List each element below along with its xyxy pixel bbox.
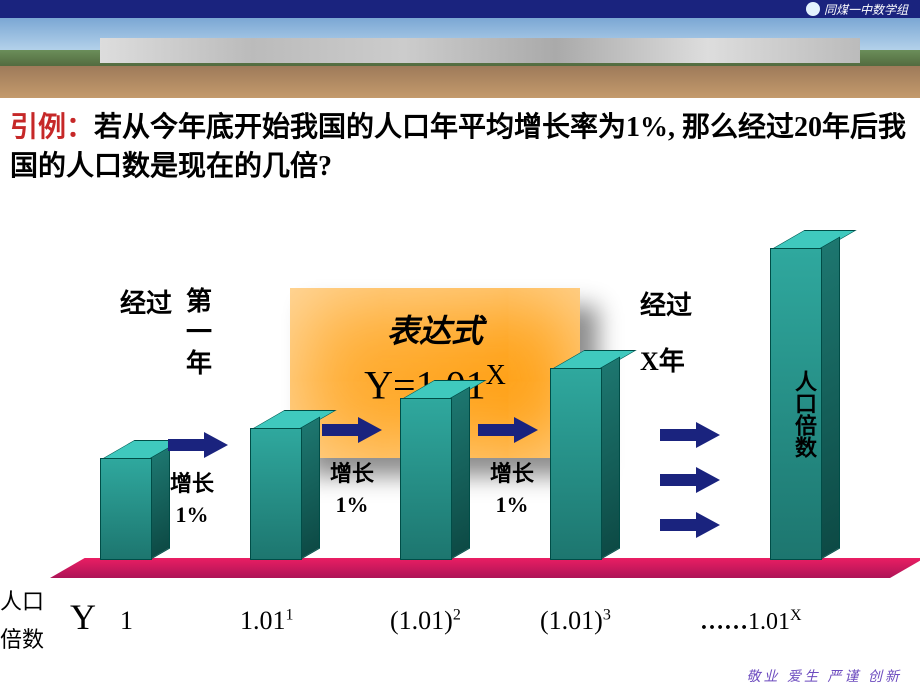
label-year1: 第一年 [185, 286, 213, 380]
formula-title: 表达式 [290, 306, 580, 352]
header-photo [0, 18, 920, 98]
arrow-3 [478, 417, 538, 443]
slide-content: 引例：若从今年底开始我国的人口年平均增长率为1%, 那么经过20年后我国的人口数… [0, 98, 920, 668]
question-lead: 引例： [10, 112, 94, 143]
bar-chart: 经过 第一年 表达式 Y=1.01X 经过 X年 [0, 178, 920, 658]
axis-big-y: Y [70, 596, 96, 638]
top-bar: 同煤一中数学组 [0, 0, 920, 18]
xtick-2: 1.011 [240, 606, 294, 636]
axis-y-label-2: 倍数 [0, 622, 44, 654]
grow-3: 增长1% [490, 461, 534, 518]
label-x-year: X年 [640, 346, 685, 377]
xtick-5: ……1.01X [700, 607, 802, 636]
arrow-group-3 [660, 512, 720, 538]
xtick-3: (1.01)2 [390, 606, 461, 636]
grow-2: 增长1% [330, 461, 374, 518]
label-jingguo-x: 经过 [640, 290, 692, 321]
xtick-4: (1.01)3 [540, 606, 611, 636]
arrow-1 [168, 432, 228, 458]
arrow-group-2 [660, 467, 720, 493]
org-logo-icon [806, 2, 820, 16]
bar-x-label: 人口倍数 [788, 370, 820, 458]
axis-y-label-1: 人口 [0, 584, 44, 616]
arrow-group-1 [660, 422, 720, 448]
xtick-1: 1 [120, 606, 133, 636]
org-text: 同煤一中数学组 [824, 3, 908, 17]
label-jingguo: 经过 [120, 288, 172, 319]
question-body: 若从今年底开始我国的人口年平均增长率为1%, 那么经过20年后我国的人口数是现在… [10, 112, 906, 182]
question-text: 引例：若从今年底开始我国的人口年平均增长率为1%, 那么经过20年后我国的人口数… [10, 108, 910, 186]
org-label: 同煤一中数学组 [806, 1, 908, 18]
footer-motto: 敬业 爱生 严谨 创新 [747, 666, 903, 686]
arrow-2 [322, 417, 382, 443]
grow-1: 增长1% [170, 471, 214, 528]
chart-base [50, 558, 920, 578]
